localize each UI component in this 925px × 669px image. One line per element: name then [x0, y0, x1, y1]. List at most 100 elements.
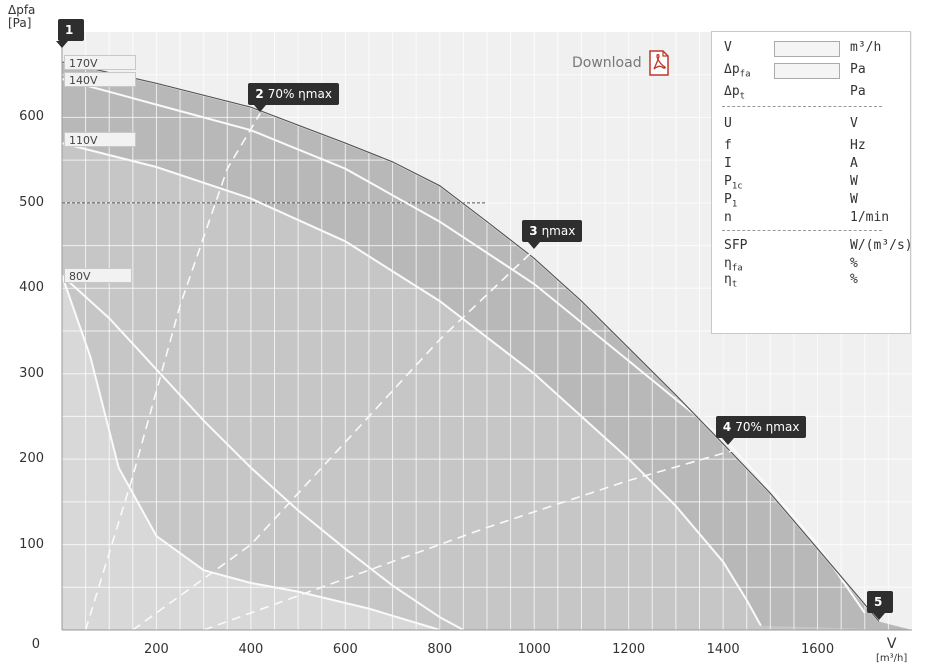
marker-number: 4 [722, 420, 732, 435]
panel-symbol: P1 [724, 192, 738, 210]
y-tick-label: 200 [19, 451, 44, 467]
panel-row: Δpt Pa [724, 84, 909, 102]
y-axis-unit: [Pa] [8, 16, 32, 30]
panel-row: SFP W/(m³/s) [724, 238, 913, 256]
marker-pointer [56, 41, 68, 49]
panel-value-field[interactable] [774, 41, 840, 57]
marker-pointer [254, 105, 267, 113]
boundary-curve [61, 61, 880, 622]
y-tick-label: 300 [19, 365, 44, 381]
x-tick-label: 1400 [706, 642, 740, 657]
panel-unit: 1/min [850, 210, 890, 225]
marker-4[interactable]: 4 70% ηmax [715, 416, 807, 439]
download-label: Download [572, 55, 642, 71]
y-tick-label: 0 [31, 637, 40, 652]
panel-row: ηt% [724, 272, 909, 290]
x-tick-label: 1600 [801, 642, 835, 657]
curve-110v [61, 142, 762, 627]
marker-3[interactable]: 3 ηmax [522, 219, 583, 242]
panel-unit: W [850, 192, 858, 207]
panel-symbol: SFP [724, 238, 748, 253]
panel-symbol-subscript: fa [731, 263, 743, 274]
panel-value-field[interactable] [774, 63, 840, 79]
marker-number: 5 [873, 595, 883, 610]
voltage-tag-140v: 140V [64, 71, 136, 87]
curve-min [61, 275, 441, 631]
panel-unit: Pa [850, 84, 866, 99]
efficiency-line-3 [203, 449, 733, 631]
x-axis-unit: [m³/h] [876, 653, 908, 664]
panel-unit: m³/h [850, 40, 882, 55]
panel-unit: V [850, 116, 858, 131]
panel-separator [722, 106, 882, 107]
y-tick-label: 100 [19, 536, 44, 552]
panel-symbol-subscript: 1c [731, 181, 743, 192]
marker-label: 70% ηmax [735, 420, 800, 435]
marker-5[interactable]: 5 [866, 591, 894, 614]
panel-symbol: Δpfa [724, 62, 751, 80]
panel-symbol-subscript: t [739, 91, 746, 102]
pdf-icon [648, 50, 669, 76]
panel-unit: W [850, 174, 858, 189]
panel-unit: % [850, 272, 858, 287]
voltage-tag-170v: 170V [64, 54, 136, 70]
x-tick-label: 600 [332, 642, 358, 657]
panel-separator [722, 230, 882, 231]
marker-2[interactable]: 2 70% ηmax [248, 83, 339, 106]
marker-pointer [872, 613, 885, 621]
panel-symbol: f [724, 138, 732, 153]
panel-symbol: P1c [724, 174, 743, 192]
panel-unit: Hz [850, 138, 866, 153]
marker-number: 2 [255, 87, 264, 102]
panel-symbol: ηt [724, 272, 738, 290]
panel-row: ηfa% [724, 256, 909, 274]
panel-unit: % [850, 256, 858, 271]
panel-symbol: Δpt [724, 84, 746, 102]
y-axis-label: Δpfa [8, 3, 36, 17]
panel-row: n 1/min [724, 210, 909, 228]
panel-symbol: n [724, 210, 732, 225]
marker-1[interactable]: 1 [58, 19, 85, 42]
panel-unit: A [850, 156, 858, 171]
panel-symbol: I [724, 156, 732, 171]
x-axis-title: V [m³/h] [876, 636, 908, 665]
x-tick-label: 1000 [517, 642, 551, 657]
efficiency-line-1 [84, 112, 261, 631]
panel-symbol-subscript: fa [739, 69, 751, 80]
x-tick-label: 400 [238, 642, 264, 657]
panel-symbol-subscript: t [731, 279, 738, 290]
panel-symbol: ηfa [724, 256, 743, 274]
x-tick-label: 200 [144, 642, 169, 657]
panel-row: P1 W [724, 192, 909, 210]
y-tick-label: 600 [19, 109, 44, 125]
panel-unit: W/(m³/s) [850, 238, 913, 253]
y-tick-label: 500 [19, 194, 44, 210]
panel-symbol-subscript: 1 [731, 199, 738, 210]
panel-row: Δpfa Pa [724, 62, 909, 80]
efficiency-line-2 [132, 249, 535, 631]
marker-pointer [721, 438, 734, 446]
marker-label: 70% ηmax [267, 87, 332, 102]
panel-symbol: V [724, 40, 732, 55]
download-button[interactable]: Download [572, 50, 670, 76]
marker-label: ηmax [541, 223, 576, 238]
x-tick-label: 800 [427, 642, 453, 657]
panel-unit: Pa [850, 62, 866, 77]
voltage-tag-80v: 80V [64, 268, 132, 284]
curve-140v [61, 78, 866, 614]
x-axis-label: V [886, 636, 897, 652]
y-tick-label: 400 [19, 280, 44, 296]
panel-row: f Hz [724, 138, 909, 156]
panel-symbol: U [724, 116, 732, 131]
marker-number: 3 [529, 223, 538, 238]
marker-pointer [528, 241, 541, 249]
curve-80v [61, 274, 464, 631]
voltage-tag-110v: 110V [64, 131, 136, 147]
panel-row: P1c W [724, 174, 909, 192]
operating-region-low [62, 275, 912, 630]
marker-number: 1 [65, 23, 74, 38]
